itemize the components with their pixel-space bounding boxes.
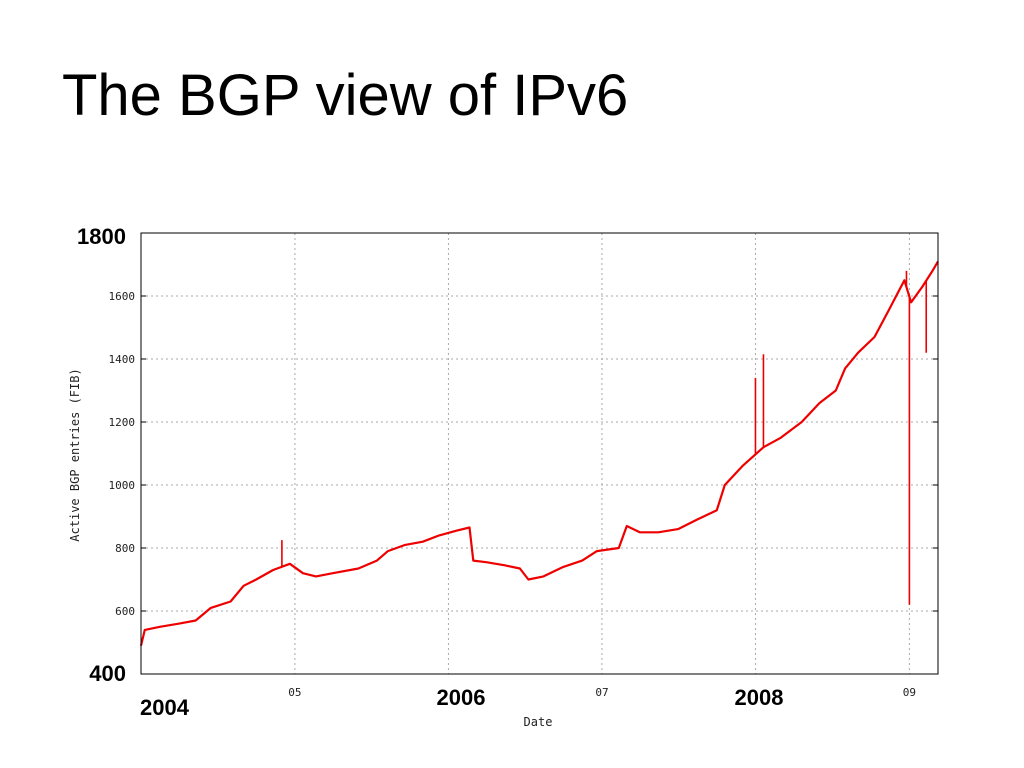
x-tick-label: 09	[903, 686, 916, 699]
series-line	[139, 260, 939, 646]
y-tick-label: 1000	[109, 479, 136, 492]
y-tick-label: 1400	[109, 353, 136, 366]
y-tick-label: 1200	[109, 416, 136, 429]
overlay-x-2008-label: 2008	[735, 685, 784, 710]
overlay-y-bottom-label: 400	[89, 661, 126, 686]
grid-lines	[141, 233, 938, 674]
overlay-x-2004-label: 2004	[140, 695, 190, 720]
series-line-group	[139, 260, 939, 646]
y-tick-label: 600	[115, 605, 135, 618]
x-tick-label: 07	[595, 686, 608, 699]
y-tick-label: 800	[115, 542, 135, 555]
x-axis-label: Date	[524, 715, 553, 729]
slide-title: The BGP view of IPv6	[62, 63, 629, 128]
tick-labels: 600 800 1000 1200 1400 1600 05 07 09	[109, 290, 938, 699]
x-tick-label: 05	[288, 686, 301, 699]
plot-frame	[140, 232, 939, 675]
y-tick-label: 1600	[109, 290, 136, 303]
overlay-x-2006-label: 2006	[437, 685, 486, 710]
overlay-y-top-label: 1800	[77, 224, 126, 249]
y-axis-label: Active BGP entries (FIB)	[68, 368, 82, 541]
